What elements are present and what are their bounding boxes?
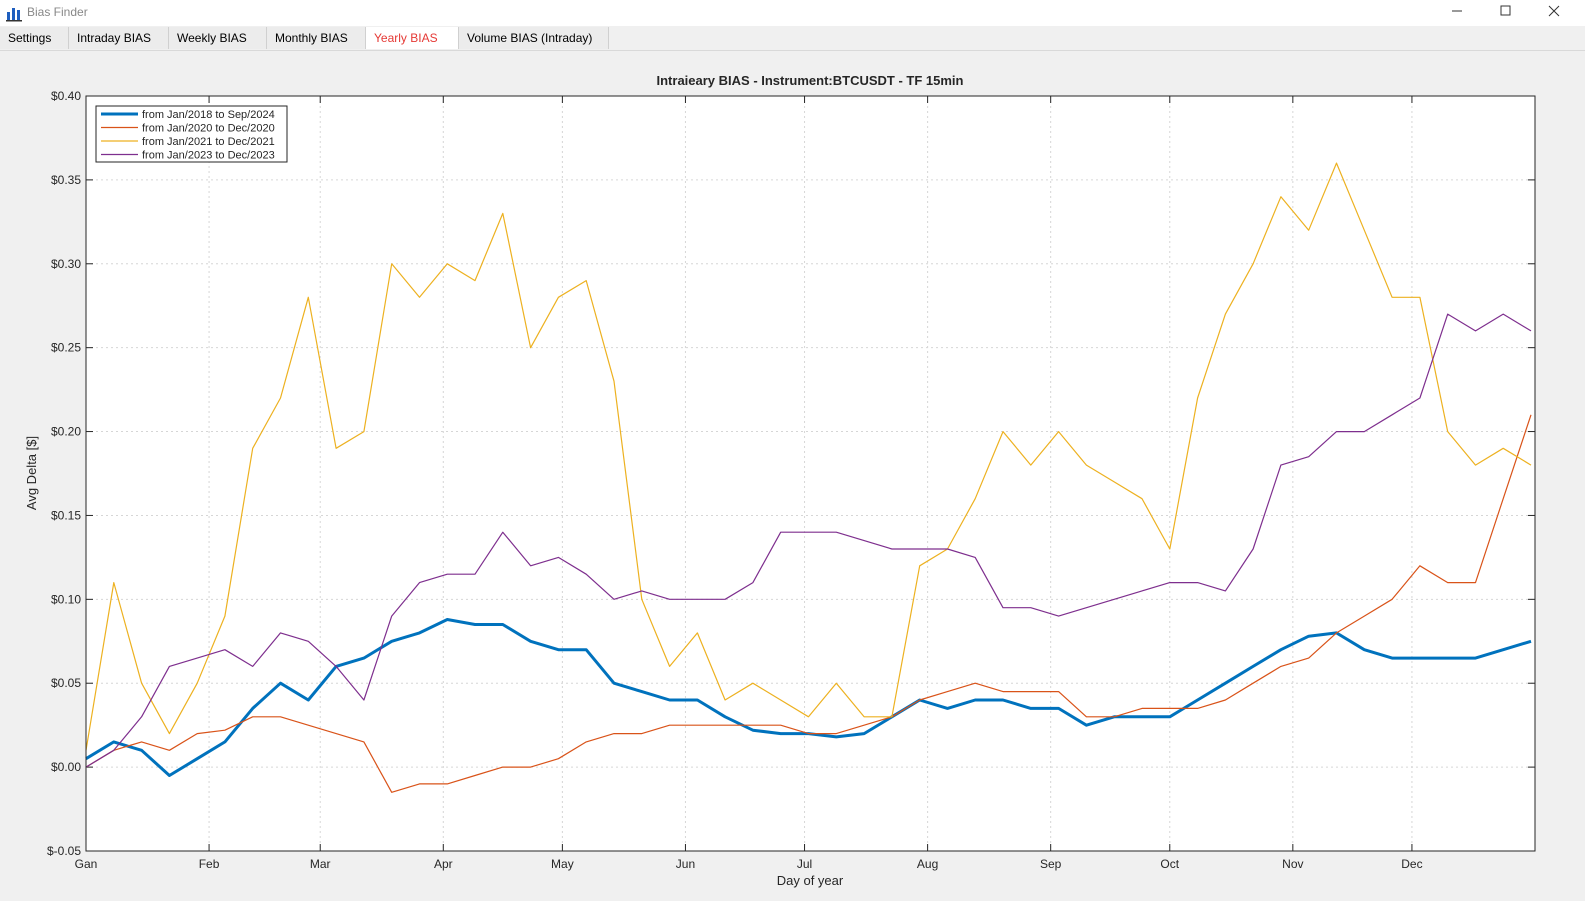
x-tick-label: May xyxy=(551,857,574,871)
x-tick-label: Jul xyxy=(797,857,812,871)
x-tick-label: Oct xyxy=(1160,857,1179,871)
tab-bar: Settings Intraday BIAS Weekly BIAS Monthly … xyxy=(0,27,1585,51)
y-tick-label: $0.10 xyxy=(51,592,81,606)
y-axis-label: Avg Delta [$] xyxy=(24,436,39,510)
legend-label: from Jan/2018 to Sep/2024 xyxy=(142,109,275,121)
y-tick-label: $0.00 xyxy=(51,760,81,774)
window-title: Bias Finder xyxy=(27,5,88,19)
y-tick-label: $0.05 xyxy=(51,676,81,690)
x-tick-label: Mar xyxy=(310,857,331,871)
y-tick-label: $0.25 xyxy=(51,341,81,355)
tab[interactable]: Monthly BIAS xyxy=(267,27,366,49)
legend-label: from Jan/2023 to Dec/2023 xyxy=(142,150,275,162)
x-tick-label: Aug xyxy=(917,857,938,871)
y-tick-label: $0.15 xyxy=(51,508,81,522)
app-icon xyxy=(6,8,22,22)
x-tick-label: Gan xyxy=(75,857,98,871)
y-tick-label: $0.40 xyxy=(51,89,81,103)
y-tick-label: $-0.05 xyxy=(47,844,81,858)
y-tick-label: $0.30 xyxy=(51,257,81,271)
x-tick-label: Nov xyxy=(1282,857,1303,871)
x-tick-label: Dec xyxy=(1401,857,1422,871)
maximize[interactable] xyxy=(1500,5,1511,16)
series-line xyxy=(85,414,1532,793)
plot-area xyxy=(86,96,1535,851)
y-tick-label: $0.20 xyxy=(51,425,81,439)
x-tick-label: Feb xyxy=(199,857,220,871)
tab[interactable]: Weekly BIAS xyxy=(169,27,267,49)
tab[interactable]: Volume BIAS (Intraday) xyxy=(459,27,609,49)
tab[interactable]: Yearly BIAS xyxy=(366,27,459,49)
close[interactable] xyxy=(1548,5,1560,17)
window-controls[interactable] xyxy=(1445,0,1585,26)
x-axis-label: Day of year xyxy=(777,873,844,888)
plot-frame xyxy=(85,95,1536,852)
series-line xyxy=(85,313,1532,768)
x-tick-label: Apr xyxy=(434,857,453,871)
x-tick-label: Jun xyxy=(676,857,695,871)
title-bar: Bias Finder xyxy=(0,0,1585,26)
legend: from Jan/2018 to Sep/2024 from Jan/2020 t… xyxy=(95,105,288,163)
tab[interactable]: Intraday BIAS xyxy=(69,27,169,49)
legend-label: from Jan/2020 to Dec/2020 xyxy=(142,123,275,135)
tab[interactable]: Settings xyxy=(0,27,69,49)
chart: Intraieary BIAS - Instrument:BTCUSDT - T… xyxy=(24,73,1536,888)
chart-title: Intraieary BIAS - Instrument:BTCUSDT - T… xyxy=(657,73,964,88)
y-tick-label: $0.35 xyxy=(51,173,81,187)
x-tick-label: Sep xyxy=(1040,857,1062,871)
legend-label: from Jan/2021 to Dec/2021 xyxy=(142,136,275,148)
series-line xyxy=(85,162,1532,751)
